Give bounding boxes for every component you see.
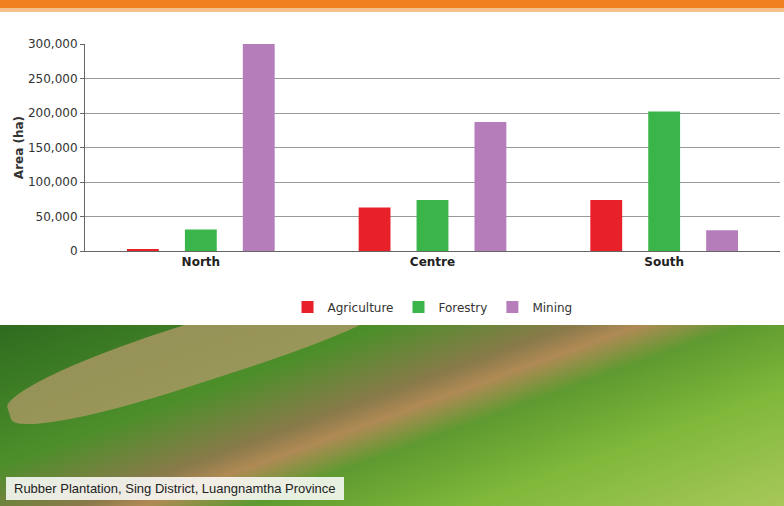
svg-text:100,000: 100,000	[28, 175, 78, 189]
svg-text:South: South	[644, 255, 684, 269]
html-text:Rubber Plantation, Sing Distri: Rubber Plantation, Sing District, Luangn…	[14, 481, 336, 496]
svg-text:Mining: Mining	[532, 301, 572, 315]
svg-text:North: North	[182, 255, 220, 269]
svg-text:150,000: 150,000	[28, 141, 78, 155]
svg-text:0: 0	[70, 244, 78, 258]
svg-text:50,000: 50,000	[36, 210, 78, 224]
svg-text:300,000: 300,000	[28, 37, 78, 51]
svg-text:Forestry: Forestry	[439, 301, 488, 315]
svg-text:Area (ha): Area (ha)	[12, 116, 26, 179]
svg-text:200,000: 200,000	[28, 106, 78, 120]
svg-text:Agriculture: Agriculture	[328, 301, 394, 315]
svg-text:250,000: 250,000	[28, 72, 78, 86]
svg-text:Centre: Centre	[410, 255, 455, 269]
